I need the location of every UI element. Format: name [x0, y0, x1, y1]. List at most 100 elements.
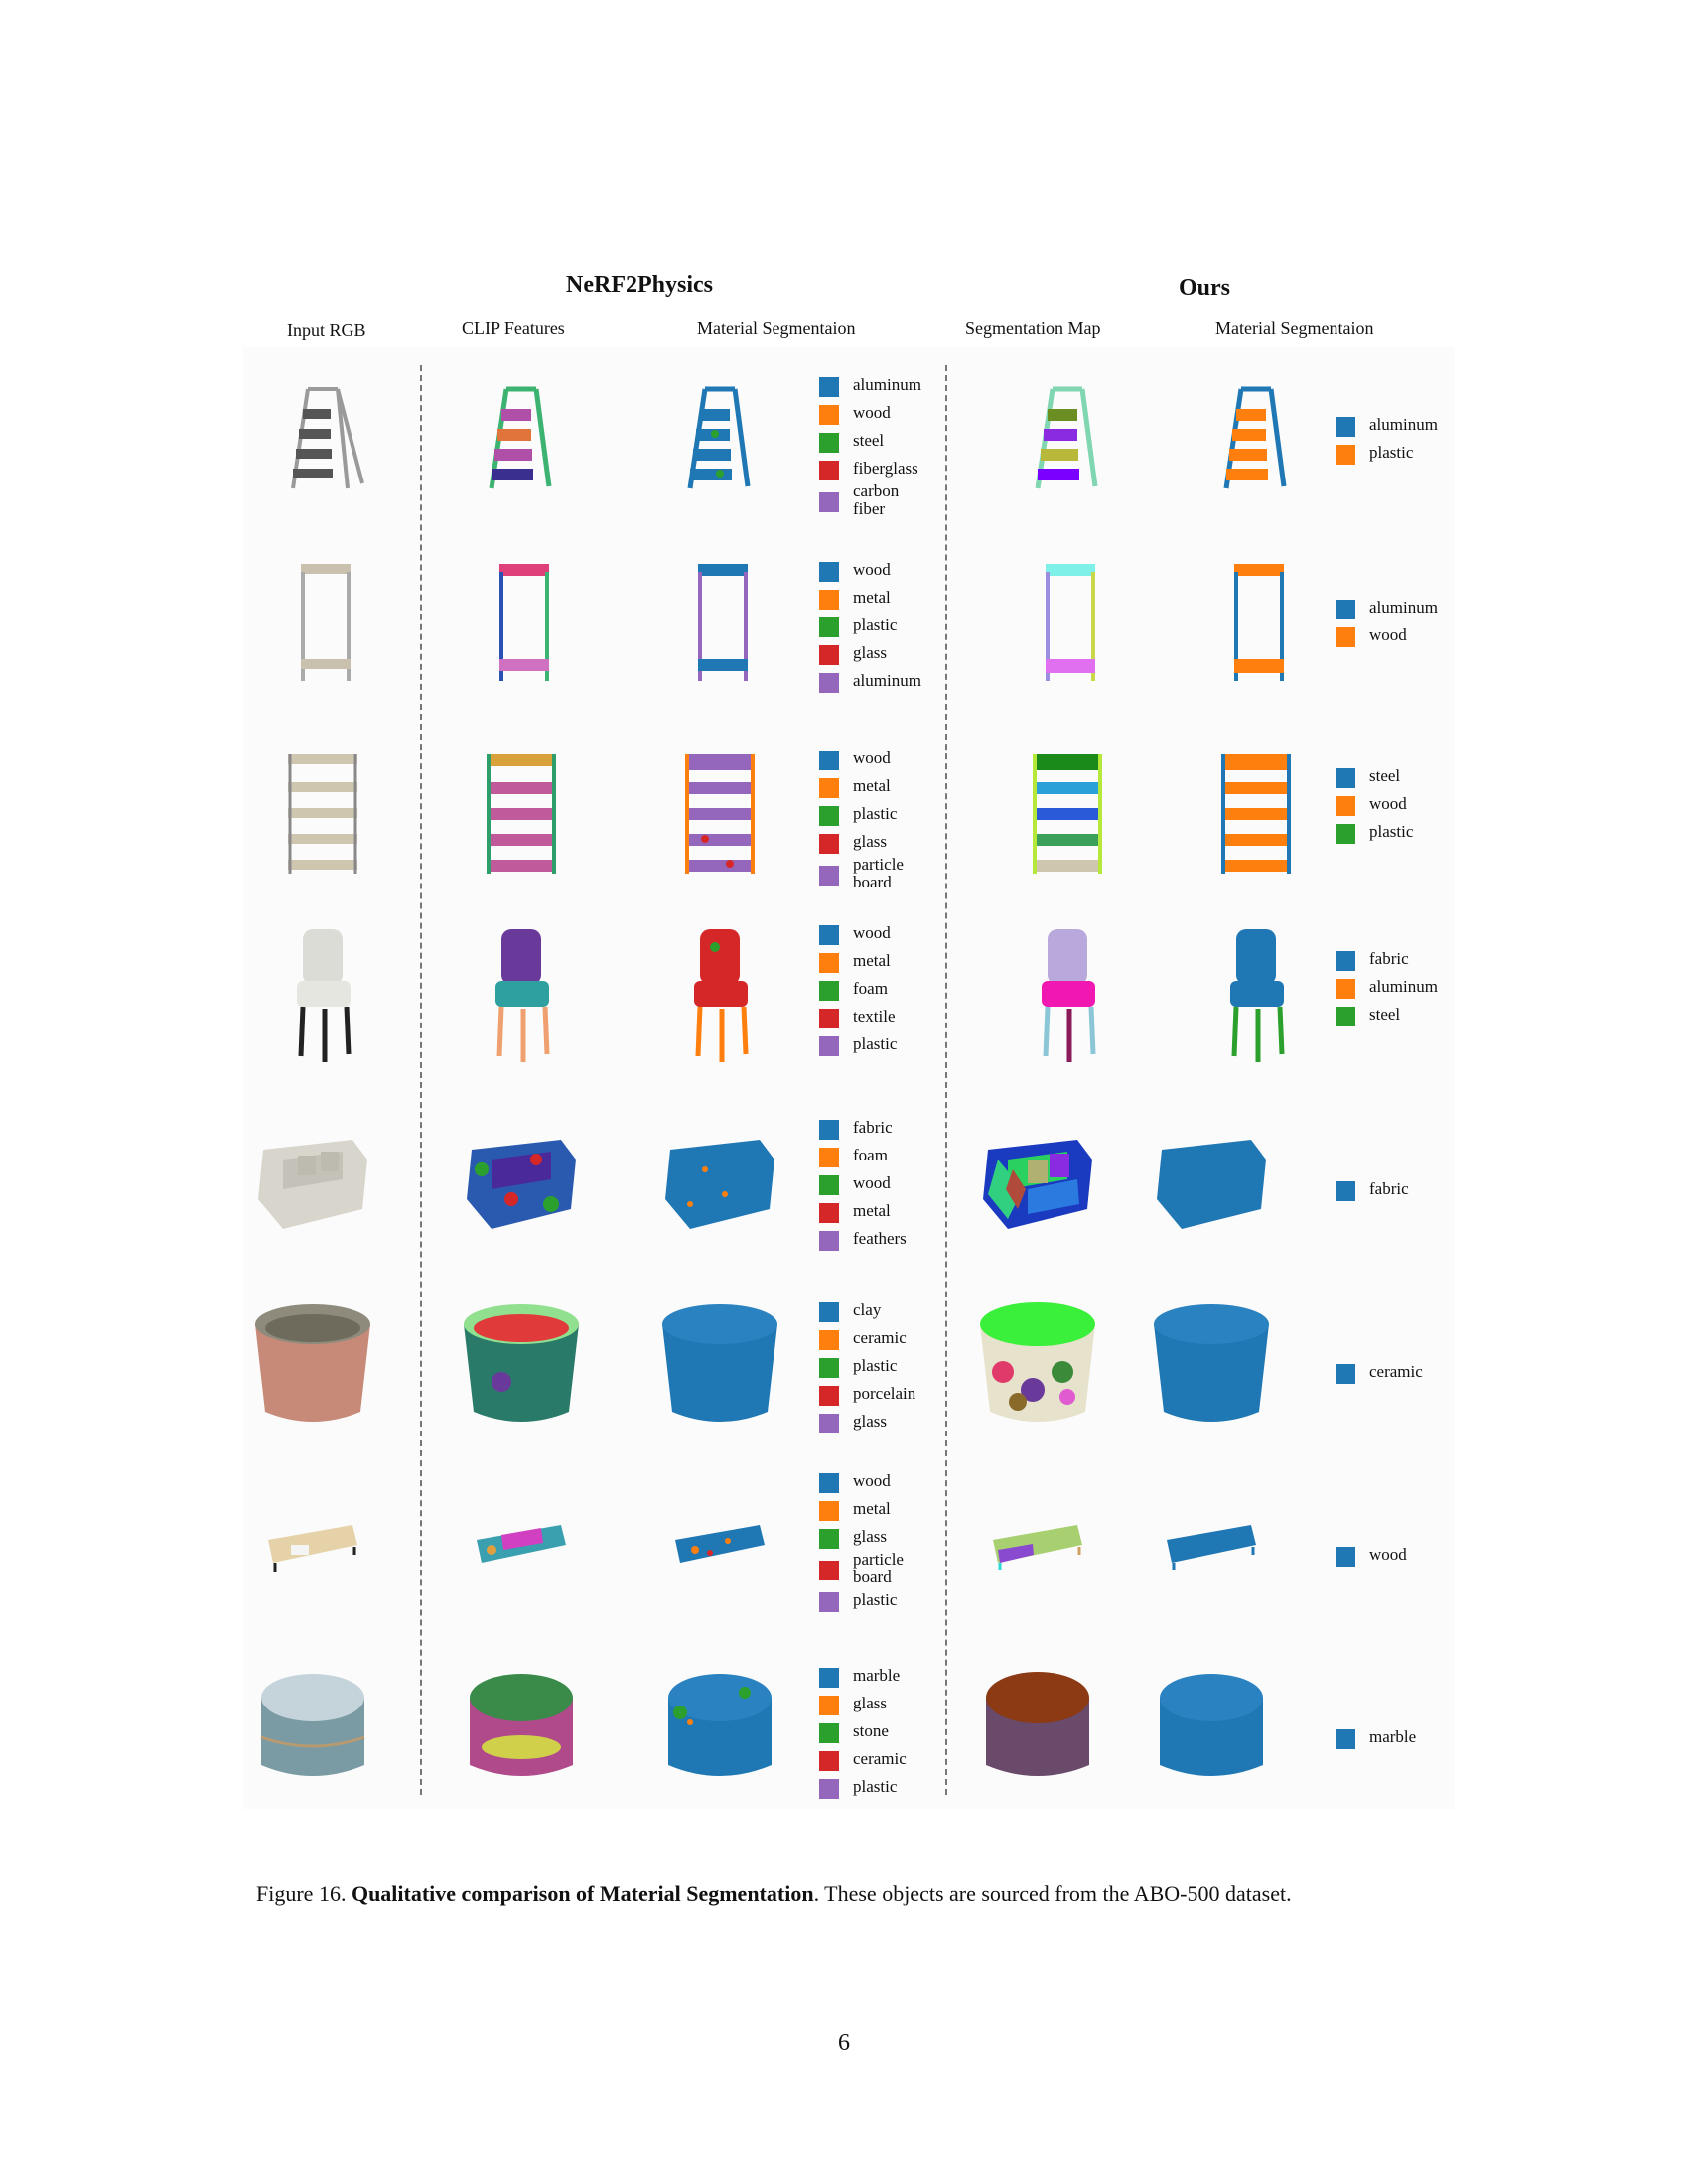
material-seg-nerf-image [650, 1273, 789, 1455]
legend-label: aluminum [1369, 977, 1438, 996]
legend-label: wood [1369, 625, 1407, 644]
input-rgb-image [243, 1273, 382, 1455]
legend-label: wood [853, 560, 891, 579]
row-planter-pot: clay ceramic plastic porcelain glass cer… [243, 1273, 1455, 1455]
legend-label: fabric [853, 1118, 893, 1137]
figure-panel [243, 347, 1455, 1809]
legend-swatch [819, 1203, 839, 1223]
clip-features-image [452, 1090, 591, 1273]
legend-swatch [819, 492, 839, 512]
input-rgb-image [243, 1638, 382, 1821]
input-rgb-image [263, 907, 382, 1090]
legend-swatch [1336, 1181, 1355, 1201]
material-seg-nerf-image [650, 1638, 789, 1821]
legend-swatch [819, 377, 839, 397]
divider-right [945, 365, 947, 1795]
segmentation-map-image [1008, 907, 1127, 1090]
legend-label: clay [853, 1300, 882, 1319]
legend-swatch [1336, 417, 1355, 437]
legend-swatch [819, 751, 839, 770]
legend-label: ceramic [1369, 1362, 1423, 1381]
legend-label: fiberglass [853, 459, 918, 478]
figure: NeRF2Physics Ours Input RGB CLIP Feature… [243, 260, 1455, 1809]
input-rgb-image [263, 725, 382, 907]
page-number: 6 [838, 2030, 850, 2056]
legend-label: plastic [853, 1590, 898, 1609]
legend-swatch [819, 405, 839, 425]
legend-label: carbon fiber [853, 481, 900, 518]
legend-swatch [819, 617, 839, 637]
clip-features-image [462, 542, 581, 725]
row-shelving-unit: wood metal plastic glass particle board … [243, 725, 1455, 907]
legend-swatch [819, 645, 839, 665]
legend-label: steel [1369, 766, 1401, 785]
legend-label: plastic [853, 615, 898, 634]
legend-label: foam [853, 1146, 888, 1164]
legend-swatch [819, 562, 839, 582]
col-head-material-seg-nerf: Material Segmentaion [697, 318, 856, 338]
legend-label: fabric [1369, 949, 1409, 968]
legend-label: feathers [853, 1229, 907, 1248]
input-rgb-image [243, 1455, 382, 1638]
material-seg-nerf-image [660, 359, 779, 542]
caption-text: . These objects are sourced from the ABO… [813, 1881, 1292, 1906]
legend-swatch [819, 1036, 839, 1056]
legend-swatch [819, 1414, 839, 1433]
legend-label: stone [853, 1721, 889, 1740]
legend-label: wood [1369, 1545, 1407, 1564]
legend-label: aluminum [853, 671, 921, 690]
legend-swatch [1336, 796, 1355, 816]
segmentation-map-image [1008, 725, 1127, 907]
legend-swatch [819, 953, 839, 973]
legend-swatch [819, 673, 839, 693]
legend-swatch [1336, 1364, 1355, 1384]
segmentation-map-image [968, 1090, 1107, 1273]
legend-swatch [819, 1779, 839, 1799]
legend-label: glass [853, 643, 887, 662]
legend-swatch [819, 1231, 839, 1251]
col-head-input-rgb: Input RGB [287, 320, 366, 340]
material-seg-nerf-image [660, 542, 779, 725]
legend-swatch [819, 866, 839, 886]
legend-swatch [819, 806, 839, 826]
legend-label: steel [1369, 1005, 1401, 1024]
group-title-ours: Ours [1179, 275, 1231, 301]
legend-swatch [1336, 951, 1355, 971]
legend-label: fabric [1369, 1179, 1409, 1198]
legend-swatch [1336, 824, 1355, 844]
material-seg-ours-image [1142, 1273, 1281, 1455]
legend-swatch [1336, 768, 1355, 788]
legend-label: porcelain [853, 1384, 916, 1403]
legend-label: marble [1369, 1727, 1417, 1746]
material-seg-ours-image [1196, 542, 1316, 725]
legend-swatch [819, 1696, 839, 1715]
legend-label: wood [853, 1471, 891, 1490]
legend-swatch [819, 1751, 839, 1771]
legend-label: marble [853, 1666, 901, 1685]
legend-label: metal [853, 588, 891, 607]
legend-swatch [819, 1561, 839, 1580]
material-seg-ours-image [1196, 359, 1316, 542]
legend-swatch [819, 461, 839, 480]
legend-swatch [819, 1529, 839, 1549]
legend-label: aluminum [853, 375, 921, 394]
legend-swatch [819, 1501, 839, 1521]
legend-swatch [819, 1592, 839, 1612]
row-clothes-rack: wood metal plastic glass aluminum alumin… [243, 542, 1455, 725]
legend-label: wood [853, 749, 891, 767]
legend-swatch [819, 1009, 839, 1028]
legend-swatch [819, 1302, 839, 1322]
legend-swatch [1336, 627, 1355, 647]
legend-label: foam [853, 979, 888, 998]
legend-label: glass [853, 1527, 887, 1546]
clip-features-image [452, 1638, 591, 1821]
legend-label: plastic [853, 1034, 898, 1053]
legend-label: steel [853, 431, 885, 450]
legend-swatch [819, 1386, 839, 1406]
legend-label: ceramic [853, 1749, 907, 1768]
clip-features-image [452, 1455, 591, 1638]
legend-swatch [1336, 445, 1355, 465]
legend-label: metal [853, 1201, 891, 1220]
caption-title: Qualitative comparison of Material Segme… [351, 1881, 814, 1906]
material-seg-nerf-image [660, 907, 779, 1090]
